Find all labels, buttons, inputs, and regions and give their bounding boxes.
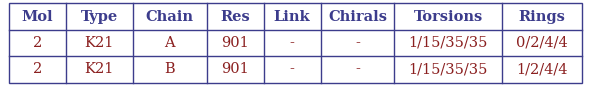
- Text: -: -: [290, 62, 294, 76]
- Text: Mol: Mol: [21, 10, 53, 24]
- Text: -: -: [355, 62, 360, 76]
- Text: Type: Type: [81, 10, 118, 24]
- Text: 2: 2: [33, 62, 42, 76]
- Text: 901: 901: [221, 36, 249, 50]
- Text: 1/15/35/35: 1/15/35/35: [408, 62, 488, 76]
- Text: A: A: [164, 36, 175, 50]
- Text: Torsions: Torsions: [414, 10, 483, 24]
- Text: K21: K21: [85, 62, 114, 76]
- Text: Link: Link: [274, 10, 310, 24]
- Text: K21: K21: [85, 36, 114, 50]
- Text: 2: 2: [33, 36, 42, 50]
- Text: 1/15/35/35: 1/15/35/35: [408, 36, 488, 50]
- Text: Rings: Rings: [518, 10, 566, 24]
- Text: Chain: Chain: [146, 10, 194, 24]
- Text: Chirals: Chirals: [328, 10, 387, 24]
- Text: -: -: [355, 36, 360, 50]
- Text: B: B: [164, 62, 175, 76]
- Text: 901: 901: [221, 62, 249, 76]
- Text: Res: Res: [220, 10, 250, 24]
- Text: -: -: [290, 36, 294, 50]
- Text: 1/2/4/4: 1/2/4/4: [516, 62, 568, 76]
- Text: 0/2/4/4: 0/2/4/4: [516, 36, 568, 50]
